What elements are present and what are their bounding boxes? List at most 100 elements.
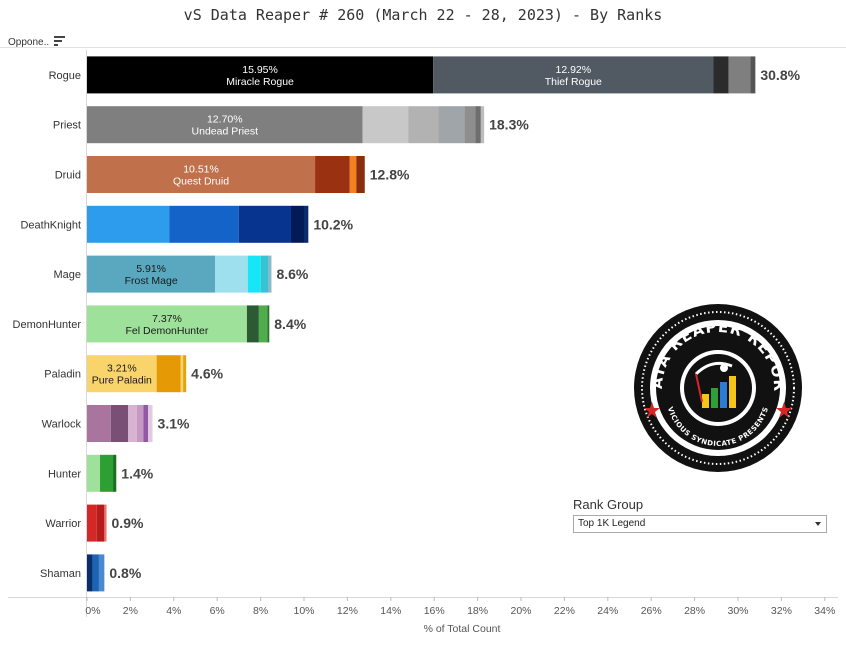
bar-segment: [98, 554, 105, 592]
bar-segment: [128, 405, 137, 442]
x-tick-label: 22%: [554, 605, 575, 617]
segment-value-label: 3.21%: [107, 363, 137, 375]
bar-segment: [750, 56, 756, 94]
x-axis-title: % of Total Count: [424, 623, 501, 635]
bar-segment: [433, 56, 714, 94]
bar-segment: [267, 305, 270, 343]
bar-segment: [480, 106, 485, 144]
bar-segment: [87, 454, 101, 492]
rank-group-select[interactable]: Top 1K Legend: [573, 515, 827, 533]
segment-value-label: 10.51%: [183, 164, 219, 176]
data-reaper-logo: DATA REAPER REPORT VICIOUS SYNDICATE PRE…: [632, 302, 802, 472]
category-label: Warrior: [45, 518, 81, 530]
bar-total-label: 4.6%: [191, 366, 223, 382]
x-tick-label: 24%: [597, 605, 618, 617]
segment-value-label: 15.95%: [242, 64, 278, 76]
segment-archetype-label: Quest Druid: [173, 176, 229, 188]
sort-icon[interactable]: [54, 35, 66, 47]
bar-segment: [87, 405, 111, 442]
bar-total-label: 12.8%: [370, 167, 410, 183]
segment-value-label: 5.91%: [136, 263, 166, 275]
bar-segment: [87, 56, 434, 94]
x-tick-label: 20%: [510, 605, 531, 617]
x-tick-label: 32%: [771, 605, 792, 617]
bar-segment: [315, 156, 350, 193]
bar-total-label: 10.2%: [313, 216, 353, 232]
category-label: Priest: [53, 120, 81, 132]
chart-title: vS Data Reaper # 260 (March 22 - 28, 202…: [183, 6, 663, 24]
bar-segment: [349, 156, 357, 193]
bar-segment: [104, 504, 107, 542]
category-label: Mage: [53, 269, 81, 281]
bar-segment: [475, 106, 481, 144]
x-tick-label: 18%: [467, 605, 488, 617]
segment-archetype-label: Thief Rogue: [545, 76, 602, 88]
x-tick-label: 14%: [380, 605, 401, 617]
x-tick-label: 0%: [85, 605, 100, 617]
bar-segment: [260, 255, 269, 293]
bar-segment: [183, 355, 187, 393]
bar-total-label: 18.3%: [489, 117, 529, 133]
category-label: DemonHunter: [13, 319, 82, 331]
bar-segment: [110, 405, 129, 442]
bar-segment: [113, 454, 117, 492]
bar-segment: [215, 255, 248, 293]
bar-segment: [180, 355, 184, 393]
bar-segment: [258, 305, 268, 343]
segment-archetype-label: Frost Mage: [125, 275, 178, 287]
x-tick-label: 12%: [337, 605, 358, 617]
segment-archetype-label: Fel DemonHunter: [126, 325, 209, 337]
segment-archetype-label: Pure Paladin: [92, 375, 152, 387]
category-label: Druid: [55, 170, 81, 182]
bar-segment: [238, 205, 291, 243]
bar-segment: [246, 305, 259, 343]
x-tick-label: 10%: [293, 605, 314, 617]
bar-segment: [464, 106, 476, 144]
bar-segment: [96, 504, 105, 542]
bar-total-label: 3.1%: [158, 416, 190, 432]
bar-segment: [87, 355, 157, 393]
bar-segment: [247, 255, 261, 293]
bar-segment: [87, 305, 247, 343]
x-tick-label: 4%: [166, 605, 181, 617]
category-label: Rogue: [49, 70, 81, 82]
bar-segment: [100, 454, 114, 492]
bar-segment: [87, 205, 170, 243]
bar-segment: [136, 405, 144, 442]
bar-total-label: 1.4%: [121, 465, 153, 481]
bar-segment: [290, 205, 304, 243]
bar-segment: [728, 56, 751, 94]
x-tick-label: 30%: [727, 605, 748, 617]
category-label: Paladin: [44, 369, 81, 381]
bar-segment: [156, 355, 181, 393]
x-tick-label: 34%: [814, 605, 835, 617]
bar-total-label: 30.8%: [760, 67, 800, 83]
x-tick-label: 2%: [123, 605, 138, 617]
chevron-down-icon: [815, 522, 821, 526]
bar-total-label: 0.8%: [109, 565, 141, 581]
bar-segment: [356, 156, 365, 193]
segment-value-label: 12.92%: [555, 64, 591, 76]
category-label: Hunter: [48, 468, 81, 480]
bar-segment: [87, 106, 363, 144]
segment-value-label: 12.70%: [207, 114, 243, 126]
bar-segment: [362, 106, 409, 144]
bar-segment: [713, 56, 729, 94]
bar-segment: [87, 255, 216, 293]
opponent-column-header[interactable]: Oppone..: [8, 37, 50, 48]
x-tick-label: 8%: [253, 605, 268, 617]
rank-group-label: Rank Group: [573, 497, 644, 512]
bar-segment: [304, 205, 309, 243]
bar-segment: [169, 205, 239, 243]
bar-total-label: 8.6%: [276, 266, 308, 282]
bar-segment: [143, 405, 149, 442]
bar-segment: [438, 106, 465, 144]
bar-segment: [92, 554, 99, 592]
bar-segment: [268, 255, 272, 293]
rank-group-selected-value: Top 1K Legend: [578, 518, 646, 529]
x-tick-label: 26%: [641, 605, 662, 617]
x-tick-label: 28%: [684, 605, 705, 617]
segment-value-label: 7.37%: [152, 313, 182, 325]
bar-total-label: 0.9%: [112, 515, 144, 531]
